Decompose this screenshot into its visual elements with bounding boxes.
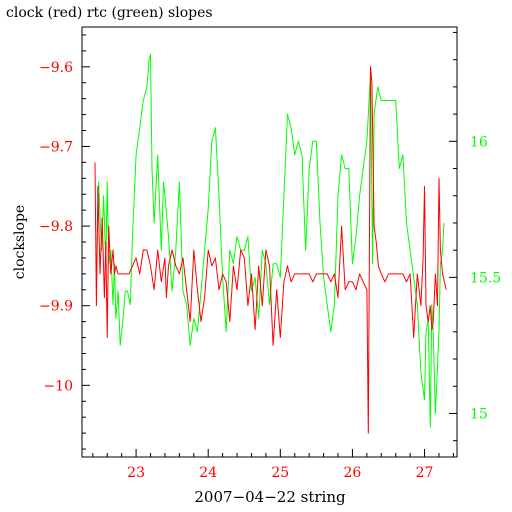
x-tick-label: 27 [416,465,434,481]
y-left-tick-label: −9.7 [39,139,73,155]
series-line-red [94,66,447,434]
y-left-tick-label: −9.9 [39,299,73,315]
plot-frame [81,26,458,458]
x-tick-label: 26 [344,465,362,481]
series-line-green [95,53,445,428]
x-tick-label: 23 [127,465,145,481]
x-axis-label: 2007−04−22 string [194,488,346,506]
series-lines [94,53,447,434]
y-axis-label: clockslope [12,205,28,279]
y-left-tick-label: −9.6 [39,60,73,76]
y-right-tick-label: 15.5 [470,270,501,286]
y-right-tick-label: 16 [470,134,488,150]
x-tick-label: 25 [271,465,289,481]
y-left-tick-label: −10 [43,378,73,394]
chart-title: clock (red) rtc (green) slopes [6,5,213,21]
x-tick-label: 24 [199,465,217,481]
axis-ticks: 23 24 25 26 27 −9.6 −9.7 −9.8 −9.9 −10 16 15.5 15 [39,31,501,481]
y-left-tick-label: −9.8 [39,219,73,235]
y-right-tick-label: 15 [470,406,488,422]
